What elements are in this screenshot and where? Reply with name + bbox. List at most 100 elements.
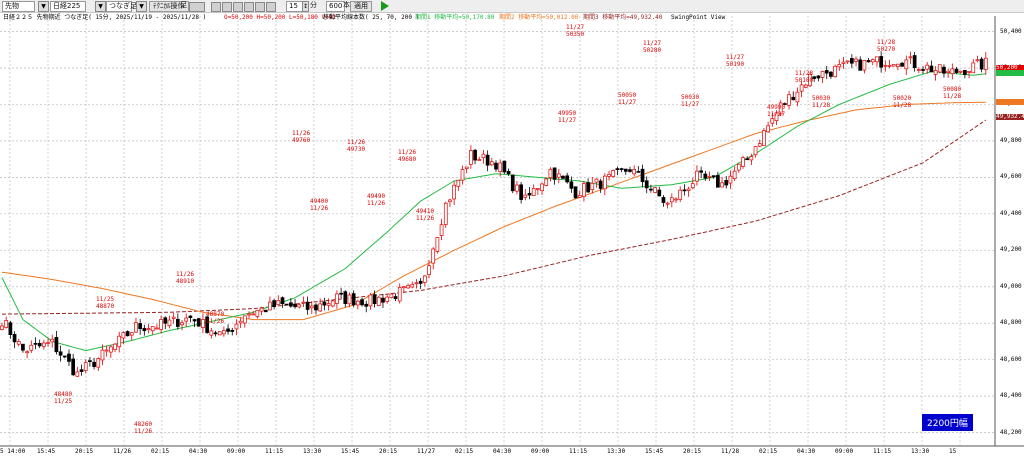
candle-body: [389, 293, 394, 298]
mode-select[interactable]: つなぎ足: [106, 1, 137, 12]
candle-body: [711, 175, 716, 178]
swing-point-label: 11/28: [943, 93, 962, 100]
candle-body: [506, 170, 511, 175]
swing-point-label: 11/28: [795, 70, 814, 77]
ma-short-line: [1, 71, 986, 352]
price-tick-label: 49,200: [1000, 246, 1022, 254]
flag-icon[interactable]: [381, 1, 389, 11]
swing-point-label: 49730: [347, 146, 366, 153]
candle-body: [234, 323, 239, 330]
candle-body: [611, 170, 616, 177]
legend-ohlc: O=50,200 H=50,200 L=50,180 V=92: [224, 14, 336, 21]
candle-body: [653, 187, 657, 193]
market-dropdown-icon[interactable]: ▼: [38, 1, 49, 12]
candle-body: [100, 349, 105, 361]
swing-point-label: 48910: [176, 278, 195, 285]
line-chart-icon[interactable]: [266, 2, 276, 12]
candle-body: [314, 304, 318, 311]
time-tick-label: 13:30: [303, 448, 322, 455]
week-bar-icon[interactable]: [222, 2, 232, 12]
candle-body: [402, 286, 406, 289]
interval-input[interactable]: 15: [286, 1, 303, 12]
candle-body: [536, 188, 540, 190]
technical-button[interactable]: ﾃｸﾆｶﾙ操作: [149, 1, 189, 12]
symbol-select[interactable]: 日経225: [50, 1, 86, 12]
candle-body: [967, 71, 971, 73]
day-bar-icon[interactable]: [211, 2, 221, 12]
legend-ma2: 期間2 移動平均=50,012.00: [499, 14, 579, 21]
candle-body: [548, 168, 553, 178]
swing-point-label: 49400: [310, 198, 329, 205]
interval-spinner-icon[interactable]: ↕: [302, 1, 309, 12]
market-select[interactable]: 先物: [2, 1, 35, 12]
candle-body: [527, 192, 532, 196]
candle-body: [787, 94, 791, 106]
candle-body: [933, 69, 938, 75]
chart-type-icon[interactable]: [189, 2, 205, 12]
candle-body: [418, 280, 423, 284]
time-tick-label: 15:45: [341, 448, 360, 455]
candle-body: [125, 331, 130, 337]
time-tick-label: 20:15: [683, 448, 702, 455]
bars-input[interactable]: 600: [326, 1, 345, 12]
price-tag: [996, 70, 1024, 77]
candle-body: [259, 307, 264, 312]
candle-body: [146, 328, 151, 330]
candle-body: [498, 162, 503, 172]
candle-body: [142, 328, 147, 332]
candle-body: [841, 61, 846, 64]
swing-point-label: 11/26: [206, 318, 225, 325]
candle-body: [887, 65, 892, 67]
candle-body: [900, 62, 904, 67]
symbol-dropdown-icon[interactable]: ▼: [95, 1, 106, 12]
candle-body: [837, 64, 842, 68]
swing-point-label: 48260: [134, 421, 153, 428]
candle-body: [263, 309, 268, 313]
ma-mid-line: [1, 101, 986, 321]
month-bar-icon[interactable]: [233, 2, 243, 12]
price-tag: 50,200: [996, 64, 1024, 71]
legend-title: 日経２２５ 先物期近 つなぎ足( 15分, 2025/11/19 - 2025/…: [3, 14, 207, 21]
candle-body: [435, 237, 440, 252]
swing-point-label: 11/27: [767, 111, 786, 118]
candle-body: [921, 69, 925, 71]
minute-bar-icon[interactable]: [244, 2, 254, 12]
price-tick-label: 49,400: [1000, 209, 1022, 217]
candle-body: [690, 183, 695, 189]
swing-point-label: 11/26: [176, 271, 195, 278]
candle-body: [762, 130, 766, 147]
candle-body: [870, 59, 875, 63]
candle-body: [908, 56, 913, 59]
time-tick-label: 20:15: [379, 448, 398, 455]
price-tick-label: 49,600: [1000, 173, 1022, 181]
candle-body: [891, 64, 896, 67]
candle-body: [494, 162, 498, 170]
tick-bar-icon[interactable]: [255, 2, 265, 12]
candle-body: [297, 304, 302, 308]
apply-button[interactable]: 適用: [350, 1, 372, 12]
candle-body: [820, 71, 825, 78]
candle-body: [716, 175, 720, 188]
candle-body: [473, 149, 477, 161]
candle-body: [963, 69, 967, 76]
candle-body: [695, 170, 699, 182]
candle-body: [682, 189, 687, 192]
swing-point-label: 50020: [893, 95, 912, 102]
candle-body: [983, 57, 988, 70]
candle-body: [481, 153, 486, 158]
candle-body: [305, 301, 310, 310]
candle-body: [858, 59, 863, 71]
candle-body: [180, 322, 184, 326]
swing-point-label: 11/27: [726, 54, 745, 61]
mode-dropdown-icon[interactable]: ▼: [136, 1, 147, 12]
swing-point-label: 11/28: [812, 102, 831, 109]
candle-body: [523, 194, 528, 198]
candle-body: [134, 322, 138, 333]
candle-body: [552, 167, 557, 180]
candle-body: [75, 371, 80, 377]
swing-point-label: 50030: [681, 94, 700, 101]
candle-body: [469, 150, 473, 165]
candle-body: [736, 163, 741, 171]
time-tick-label: 13:30: [911, 448, 930, 455]
candlestick-chart[interactable]: [0, 12, 1024, 458]
